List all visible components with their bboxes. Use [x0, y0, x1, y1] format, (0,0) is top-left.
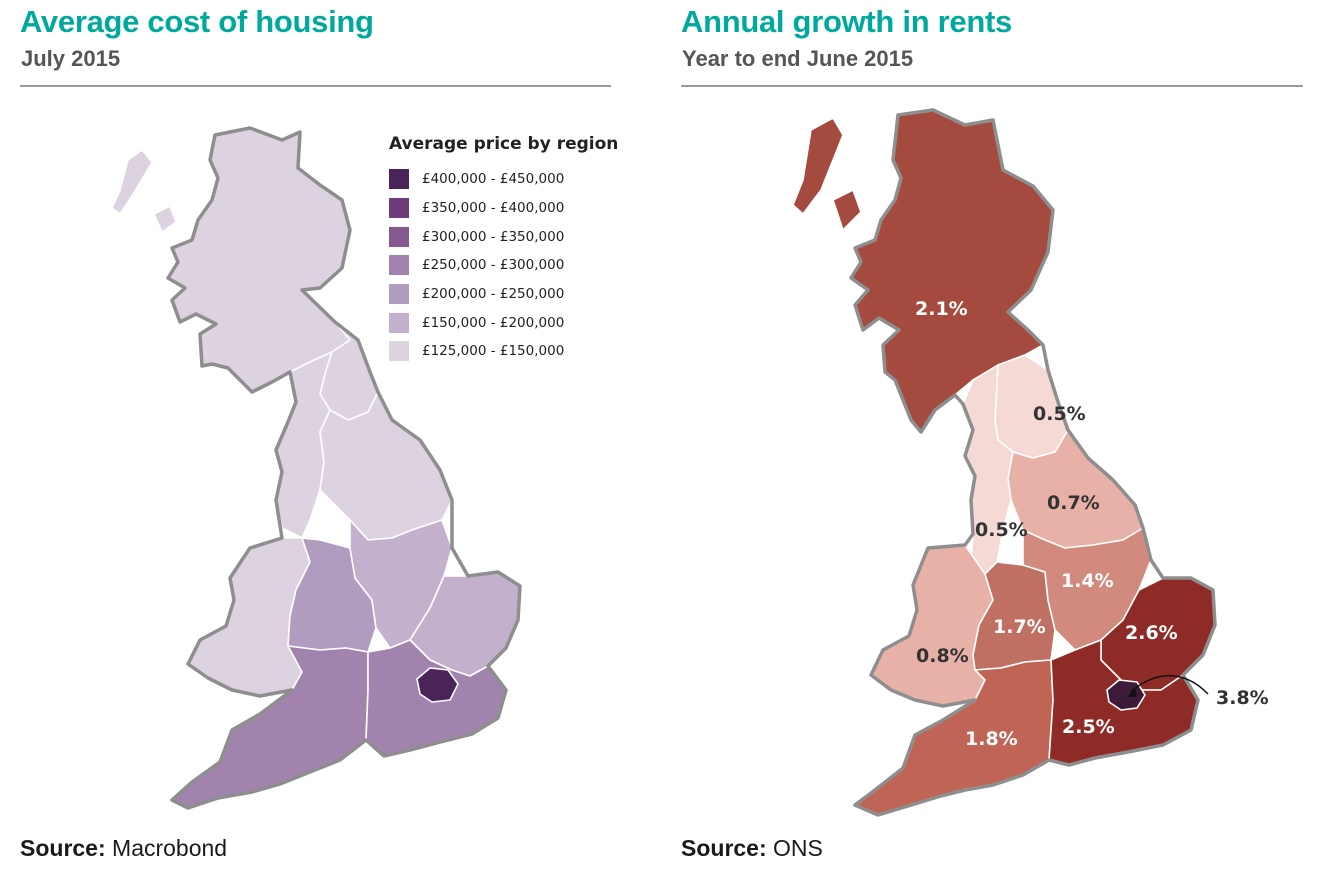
label-north-east: 0.5%	[1033, 403, 1086, 425]
label-yorkshire: 0.7%	[1047, 492, 1100, 514]
housing-legend: Average price by region £400,000 - £450,…	[389, 134, 618, 366]
label-london: 3.8%	[1216, 687, 1269, 709]
housing-map-title: Average cost of housing	[20, 4, 374, 39]
label-north-west: 0.5%	[975, 519, 1028, 541]
legend-item: £125,000 - £150,000	[389, 337, 618, 366]
legend-item: £350,000 - £400,000	[389, 194, 618, 223]
legend-label: £400,000 - £450,000	[422, 171, 565, 188]
legend-label: £250,000 - £300,000	[422, 257, 565, 274]
legend-swatch	[389, 198, 409, 219]
housing-region-london	[416, 667, 459, 703]
housing-map-subtitle: July 2015	[21, 46, 121, 71]
label-west-midlands: 1.7%	[993, 616, 1046, 638]
legend-title: Average price by region	[389, 134, 619, 154]
london-arrowhead	[1127, 688, 1137, 697]
label-south-east: 2.5%	[1062, 716, 1115, 738]
rent-map: 2.1% 0.5% 0.7% 0.5% 1.4% 1.7% 0.8% 2.6% …	[792, 108, 1269, 817]
label-east: 2.6%	[1125, 622, 1178, 644]
label-south-west: 1.8%	[965, 728, 1018, 750]
legend-item: £250,000 - £300,000	[389, 251, 618, 280]
legend-label: £125,000 - £150,000	[422, 343, 565, 360]
legend-items: £400,000 - £450,000 £350,000 - £400,000 £3…	[389, 165, 618, 366]
label-east-midlands: 1.4%	[1061, 570, 1114, 592]
label-wales: 0.8%	[916, 645, 969, 667]
housing-divider	[20, 85, 611, 87]
legend-label: £150,000 - £200,000	[422, 314, 565, 331]
legend-item: £150,000 - £200,000	[389, 308, 618, 337]
london-callout-arrow	[1130, 675, 1209, 695]
housing-region-scotland	[167, 127, 351, 393]
housing-source-name: Macrobond	[112, 835, 228, 861]
legend-swatch	[389, 312, 409, 333]
legend-label: £200,000 - £250,000	[422, 286, 565, 303]
rent-source-label: Source:	[681, 835, 767, 861]
rent-region-hebrides	[792, 117, 844, 215]
legend-item: £400,000 - £450,000	[389, 165, 618, 194]
housing-region-hebrides	[111, 149, 153, 215]
rent-source-name: ONS	[773, 835, 823, 861]
rent-divider	[681, 85, 1303, 87]
rent-map-subtitle: Year to end June 2015	[682, 46, 914, 71]
rent-map-title: Annual growth in rents	[681, 4, 1012, 39]
legend-swatch	[389, 169, 409, 190]
rent-growth-panel: Annual growth in rents Year to end June …	[681, 0, 1303, 876]
label-scotland: 2.1%	[915, 298, 968, 320]
legend-swatch	[389, 226, 409, 247]
housing-coastline	[166, 126, 522, 810]
housing-source: Source: Macrobond	[20, 835, 227, 862]
rent-region-skye	[832, 189, 862, 231]
legend-swatch	[389, 341, 409, 362]
legend-item: £200,000 - £250,000	[389, 280, 618, 309]
housing-cost-panel: Average cost of housing July 2015	[20, 0, 620, 876]
legend-swatch	[389, 255, 409, 276]
legend-label: £350,000 - £400,000	[422, 200, 565, 217]
legend-item: £300,000 - £350,000	[389, 222, 618, 251]
rent-region-wales	[870, 544, 994, 707]
legend-swatch	[389, 284, 409, 305]
housing-region-skye	[153, 205, 177, 233]
housing-source-label: Source:	[20, 835, 106, 861]
legend-label: £300,000 - £350,000	[422, 228, 565, 245]
housing-map	[111, 126, 522, 810]
rent-coastline	[849, 108, 1217, 817]
rent-source: Source: ONS	[681, 835, 823, 862]
